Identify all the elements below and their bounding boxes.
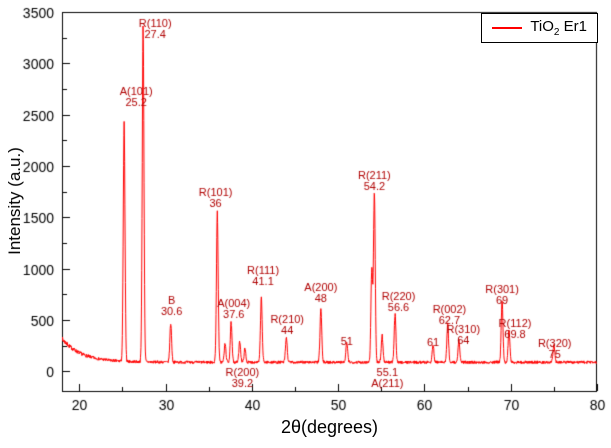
legend: TiO2 Er1 [481,13,598,43]
legend-label-suffix: Er1 [559,18,587,35]
y-axis-label: Intensity (a.u.) [5,147,24,255]
legend-label-subscript: 2 [553,27,560,38]
x-axis-label: 2θ(degrees) [280,417,379,437]
legend-label-prefix: TiO [530,18,554,35]
legend-label: TiO2 Er1 [530,18,587,38]
legend-line-sample [492,27,523,29]
